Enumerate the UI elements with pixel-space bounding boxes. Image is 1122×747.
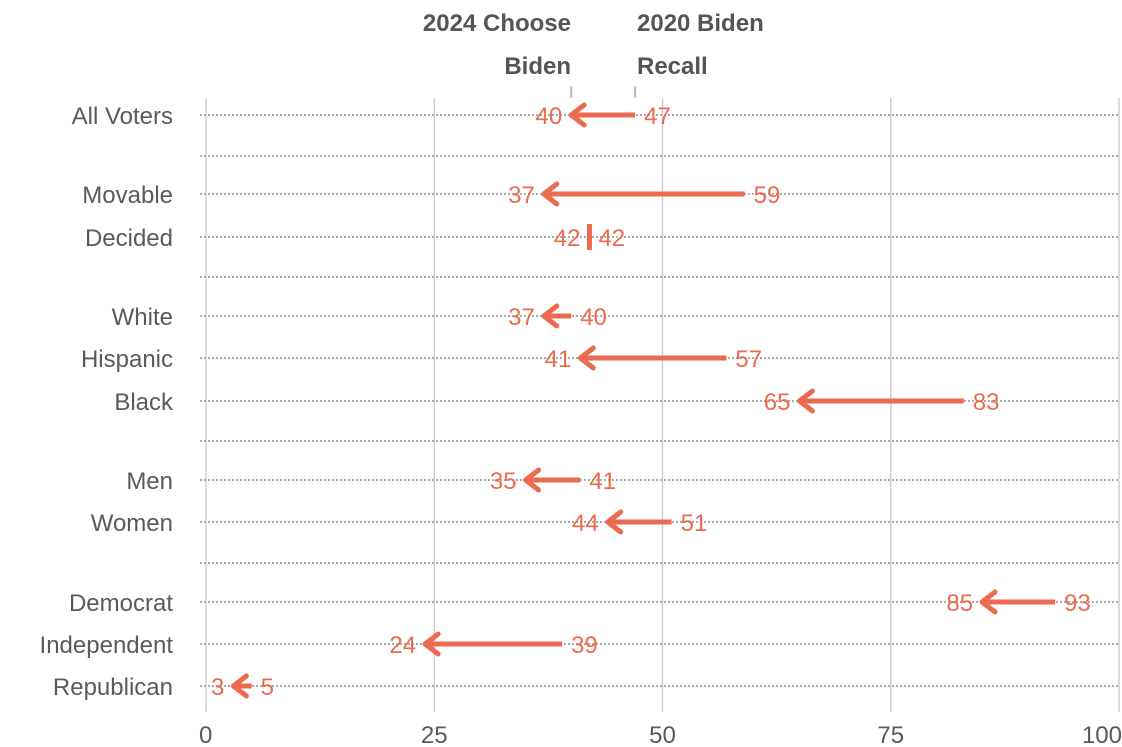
- value-2020: 93: [1064, 590, 1091, 617]
- dotted-row-line: [200, 643, 1119, 645]
- x-tick-label: 25: [421, 722, 448, 747]
- change-arrow-head: [577, 345, 596, 371]
- x-tick-label: 100: [1082, 722, 1122, 747]
- value-2020: 47: [644, 103, 671, 130]
- dotted-row-line: [200, 114, 1119, 116]
- value-2024: 37: [508, 182, 535, 209]
- chart-row: Movable 37 59: [82, 181, 781, 209]
- header-2020-line1: 2020 Biden: [637, 10, 764, 37]
- value-2020: 42: [598, 225, 625, 252]
- value-2024: 3: [211, 674, 224, 701]
- category-label: Republican: [53, 674, 173, 701]
- rows: All Voters 40 47 Movable 37 59 Decided 42 42 Whit…: [40, 102, 1091, 701]
- chart-row: Black 65 83: [114, 388, 1000, 416]
- value-2020: 39: [571, 632, 598, 659]
- change-arrow-head: [523, 467, 542, 493]
- change-arrow-head: [605, 509, 624, 535]
- dotted-row-line: [200, 479, 1119, 481]
- category-label: All Voters: [72, 103, 173, 130]
- chart-row: All Voters 40 47: [72, 102, 671, 130]
- chart-row: Hispanic 41 57: [81, 345, 762, 373]
- change-arrow-head: [568, 102, 587, 128]
- value-2020: 5: [261, 674, 274, 701]
- category-label: Movable: [82, 182, 173, 209]
- value-2020: 51: [681, 510, 708, 537]
- category-label: Democrat: [69, 590, 173, 617]
- change-arrow-head: [796, 388, 815, 414]
- value-2020: 40: [580, 304, 607, 331]
- dotted-row-line: [200, 276, 1119, 278]
- dotted-row-line: [200, 236, 1119, 238]
- dotted-row-line: [200, 562, 1119, 564]
- chart-row: Democrat 85 93: [69, 589, 1091, 617]
- category-label: Black: [114, 389, 174, 416]
- x-tick-label: 75: [877, 722, 904, 747]
- value-2020: 83: [973, 389, 1000, 416]
- change-arrow-head: [541, 181, 560, 207]
- dotted-row-line: [200, 400, 1119, 402]
- value-2024: 42: [554, 225, 581, 252]
- value-2024: 44: [572, 510, 599, 537]
- header-2024-line2: Biden: [504, 53, 571, 80]
- value-2020: 57: [735, 346, 762, 373]
- category-label: Decided: [85, 225, 173, 252]
- chart-row: Decided 42 42: [85, 224, 625, 252]
- dotted-row-line: [200, 440, 1119, 442]
- value-2020: 41: [589, 468, 616, 495]
- value-2024: 37: [508, 304, 535, 331]
- dotted-row-line: [200, 601, 1119, 603]
- value-2024: 85: [946, 590, 973, 617]
- category-label: Women: [91, 510, 173, 537]
- x-axis-ticks: 0 25 50 75 100: [199, 722, 1122, 747]
- dotted-row-line: [200, 315, 1119, 317]
- value-2024: 35: [490, 468, 517, 495]
- value-2024: 41: [545, 346, 572, 373]
- chart-row: Republican 3 5: [53, 673, 274, 701]
- category-label: Men: [126, 468, 173, 495]
- category-label: Independent: [40, 632, 174, 659]
- value-2020: 59: [754, 182, 781, 209]
- dotted-row-line: [200, 685, 1119, 687]
- chart-row: Independent 24 39: [40, 631, 598, 659]
- chart-row: Men 35 41: [126, 467, 616, 495]
- header-2024-line1: 2024 Choose: [423, 10, 571, 37]
- chart-row: White 37 40: [112, 303, 607, 331]
- change-arrow-head: [230, 673, 249, 699]
- value-2024: 40: [535, 103, 562, 130]
- chart-row: Women 44 51: [91, 509, 708, 537]
- category-label: White: [112, 304, 173, 331]
- header-2020-line2: Recall: [637, 53, 708, 80]
- series-headers: 2024 Choose Biden 2020 Biden Recall: [423, 10, 764, 98]
- change-arrow-head: [979, 589, 998, 615]
- category-label: Hispanic: [81, 346, 173, 373]
- change-arrow-head: [422, 631, 441, 657]
- value-2024: 24: [389, 632, 416, 659]
- dotted-row-line: [200, 155, 1119, 157]
- value-2024: 65: [764, 389, 791, 416]
- x-tick-label: 0: [199, 722, 212, 747]
- x-tick-label: 50: [649, 722, 676, 747]
- change-arrow-head: [541, 303, 560, 329]
